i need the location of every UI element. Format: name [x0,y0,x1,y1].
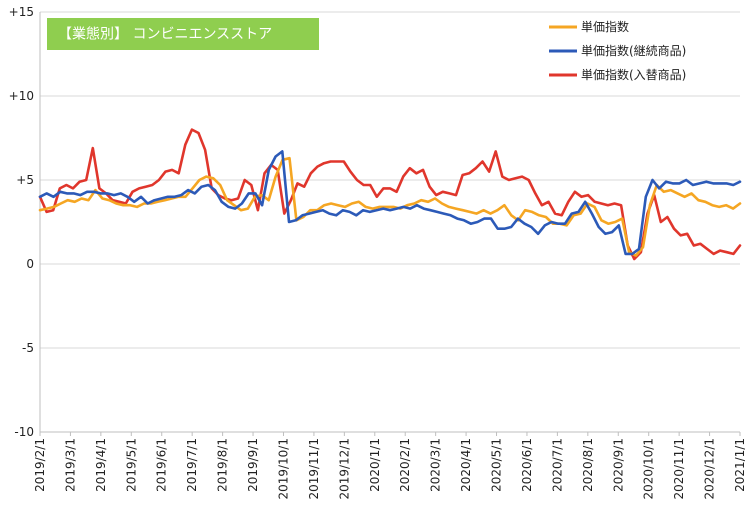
x-tick-label: 2019/5/1 [124,438,138,492]
chart-title: 【業態別】 コンビニエンスストア [58,27,272,43]
x-tick-label: 2019/11/1 [307,438,321,500]
x-tick-label: 2019/3/1 [63,438,77,492]
x-tick-label: 2019/8/1 [216,438,230,492]
y-tick-label: +10 [9,89,34,103]
x-tick-label: 2021/1/1 [733,438,745,492]
x-tick-label: 2020/6/1 [520,438,534,492]
chart-title-background [47,18,319,50]
chart-title-box: 【業態別】 コンビニエンスストア [47,18,319,50]
x-tick-label: 2019/4/1 [94,438,108,492]
x-tick-label: 2020/2/1 [398,438,412,492]
x-tick-label: 2020/10/1 [642,438,656,500]
x-tick-label: 2020/12/1 [703,438,717,500]
series-line-0 [38,156,742,257]
x-tick-label: 2020/9/1 [611,438,625,492]
legend-label-0: 単価指数 [581,19,629,34]
y-tick-label: -5 [22,341,34,355]
x-tick-label: 2020/3/1 [429,438,443,492]
x-tick-label: 2019/10/1 [276,438,290,500]
series-layer [38,128,742,261]
legend-label-2: 単価指数(入替商品) [581,67,686,82]
legend-label-1: 単価指数(継続商品) [581,43,686,58]
series-line-1 [38,150,742,256]
x-tick-label: 2020/7/1 [550,438,564,492]
y-tick-label: 0 [26,257,34,271]
x-tick-label: 2019/2/1 [33,438,47,492]
x-tick-label: 2019/12/1 [337,438,351,500]
x-tick-label: 2020/4/1 [459,438,473,492]
x-tick-label: 2020/1/1 [368,438,382,492]
y-tick-label: +5 [16,173,34,187]
x-tick-label: 2019/9/1 [246,438,260,492]
x-tick-label: 2020/11/1 [672,438,686,500]
y-tick-label: +15 [9,5,34,19]
y-tick-label: -10 [14,425,34,439]
x-tick-label: 2020/5/1 [490,438,504,492]
x-tick-label: 2019/7/1 [185,438,199,492]
x-tick-label: 2020/8/1 [581,438,595,492]
x-tick-label: 2019/6/1 [155,438,169,492]
series-line-2 [38,128,742,261]
